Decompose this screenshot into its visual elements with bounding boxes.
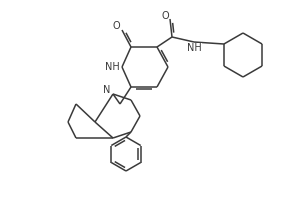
Text: N: N — [103, 85, 111, 95]
Text: NH: NH — [187, 43, 201, 53]
Text: O: O — [112, 21, 120, 31]
Text: O: O — [161, 11, 169, 21]
Text: NH: NH — [105, 62, 119, 72]
